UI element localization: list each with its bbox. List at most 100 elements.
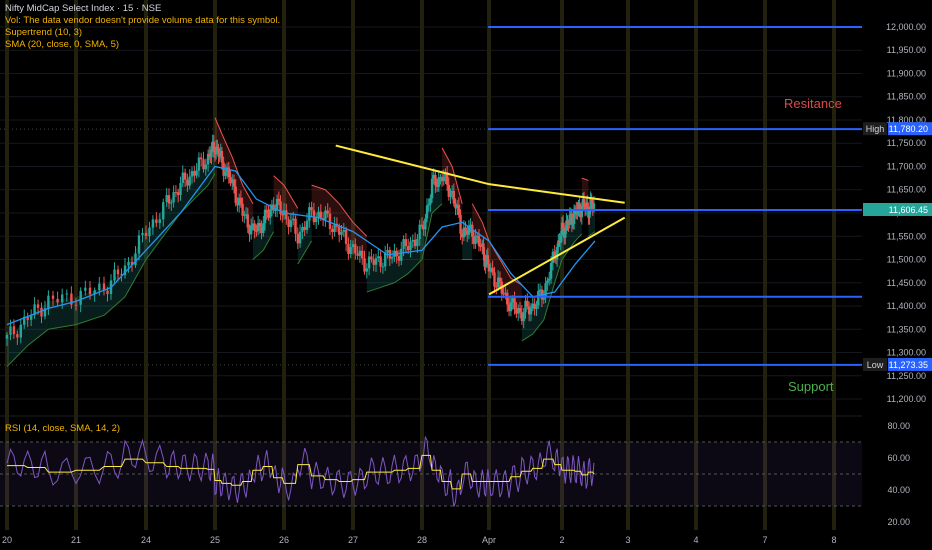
candle-body — [476, 235, 479, 237]
candle-body — [347, 243, 350, 254]
candle-body — [429, 198, 432, 205]
supertrend-line — [221, 133, 233, 158]
candle-body — [321, 217, 325, 220]
resistance-annotation[interactable]: Resitance — [784, 96, 842, 111]
candle-body — [241, 203, 244, 216]
candle-body — [549, 263, 553, 279]
candle-body — [397, 256, 401, 261]
candle-body — [548, 278, 551, 281]
candle-body — [148, 227, 151, 237]
candle-body — [484, 261, 487, 267]
x-tick-label: 7 — [762, 535, 767, 545]
candle-body — [258, 223, 262, 227]
candle-body — [572, 210, 576, 224]
candle-body — [491, 267, 494, 273]
x-tick-label: 3 — [625, 535, 630, 545]
candle-body — [427, 204, 430, 206]
candle-body — [506, 292, 509, 305]
chart-legend: Nifty MidCap Select Index · 15 · NSE Vol… — [5, 3, 280, 51]
candle-body — [239, 197, 243, 204]
candle-body — [526, 300, 529, 307]
rsi-legend[interactable]: RSI (14, close, SMA, 14, 2) — [5, 423, 120, 435]
candle-body — [190, 171, 194, 177]
candle-body — [452, 190, 456, 204]
y-tick-label: 11,650.00 — [887, 185, 926, 195]
candle-body — [381, 266, 385, 268]
supertrend-line — [325, 189, 340, 205]
supertrend-fill — [532, 292, 544, 334]
candle-body — [479, 245, 482, 247]
candle-body — [197, 157, 201, 171]
candle-body — [102, 283, 106, 291]
price-tag: 11,606.45 — [863, 203, 932, 216]
candle-body — [529, 308, 533, 315]
candle-body — [338, 226, 341, 235]
candle-body — [43, 308, 47, 317]
y-tick-label: 11,250.00 — [887, 371, 926, 381]
candle-body — [535, 305, 538, 309]
candle-body — [411, 239, 414, 242]
candle-body — [424, 218, 427, 230]
candle-body — [435, 185, 439, 187]
candle-body — [404, 239, 408, 247]
candle-body — [349, 247, 352, 254]
price-tag-label-bg — [863, 122, 887, 136]
legend-supertrend[interactable]: Supertrend (10, 3) — [5, 27, 83, 38]
candle-body — [592, 203, 596, 209]
supertrend-line — [273, 175, 285, 186]
candle-body — [515, 309, 518, 314]
candle-body — [123, 265, 127, 276]
candle-body — [33, 304, 36, 316]
candle-body — [214, 146, 218, 155]
candle-body — [88, 287, 92, 295]
candle-body — [224, 171, 227, 176]
candle-body — [61, 294, 64, 303]
candle-body — [455, 204, 459, 209]
price-tag-label-bg — [863, 357, 887, 371]
x-tick-label: Apr — [482, 535, 496, 545]
candle-body — [384, 252, 387, 267]
candle-body — [250, 225, 253, 235]
candle-body — [560, 222, 564, 236]
supertrend-fill — [76, 287, 104, 325]
support-annotation[interactable]: Support — [788, 379, 834, 394]
candle-body — [372, 259, 375, 265]
legend-rsi[interactable]: RSI (14, close, SMA, 14, 2) — [5, 423, 121, 434]
candle-body — [263, 209, 267, 224]
supertrend-line — [574, 233, 583, 242]
candle-body — [243, 214, 246, 216]
candle-body — [559, 235, 562, 244]
candle-body — [331, 228, 334, 233]
candle-body — [177, 192, 180, 195]
price-tag-bg — [863, 203, 932, 216]
x-tick-label: 21 — [71, 535, 81, 545]
candle-body — [518, 308, 522, 313]
candle-body — [416, 238, 419, 247]
candle-body — [363, 258, 366, 272]
candle-body — [137, 235, 141, 254]
candle-body — [324, 210, 327, 220]
candle-body — [9, 326, 12, 335]
candle-body — [440, 176, 444, 182]
candle-body — [566, 220, 569, 224]
candle-body — [344, 230, 348, 244]
supertrend-fill — [311, 185, 326, 218]
candle-body — [26, 316, 29, 320]
candle-body — [517, 308, 520, 314]
candle-body — [537, 290, 540, 306]
legend-sma[interactable]: SMA (20, close, 0, SMA, 5) — [5, 39, 120, 50]
candle-body — [509, 302, 513, 312]
supertrend-fill — [489, 240, 500, 288]
candle-body — [234, 186, 237, 204]
candle-body — [582, 199, 586, 207]
candle-body — [16, 334, 19, 338]
candle-body — [120, 274, 123, 276]
y-tick-label: 11,400.00 — [887, 301, 926, 311]
y-tick-label: 11,800.00 — [887, 115, 926, 125]
candle-body — [496, 277, 500, 288]
legend-symbol[interactable]: Nifty MidCap Select Index · 15 · NSE — [5, 3, 162, 14]
candle-body — [390, 257, 394, 259]
candle-body — [450, 190, 454, 193]
candle-body — [590, 198, 593, 202]
